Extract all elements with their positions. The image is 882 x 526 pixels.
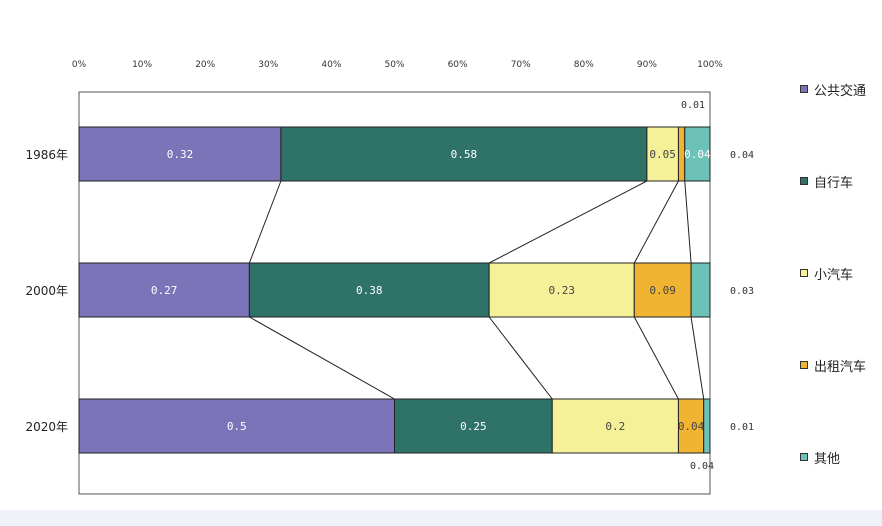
category-label: 2000年 [25,284,68,298]
legend-swatch [800,177,808,185]
bar-segment [677,398,705,454]
legend-swatch [800,269,808,277]
connector-line [633,316,679,400]
legend-swatch [800,453,808,461]
legend-label: 小汽车 [814,267,854,283]
legend-item: 自行车 [800,172,854,191]
legend-item: 公共交通 [800,80,867,99]
data-label: 0.04 [684,148,711,161]
data-label: 0.04 [730,150,754,161]
x-tick-label: 30% [258,60,278,70]
x-tick-label: 70% [511,60,531,70]
data-label: 0.38 [356,284,383,297]
bar-segment [488,262,635,318]
legend-label: 公共交通 [814,83,867,99]
legend-label: 其他 [814,451,841,467]
legend-swatch [800,361,808,369]
x-tick-label: 40% [321,60,341,70]
bar-segment [551,398,679,454]
connector-line [488,180,648,264]
connector-line [684,180,692,264]
legend-item: 其他 [800,448,841,467]
data-label: 0.05 [649,148,676,161]
legend-item: 小汽车 [800,264,854,283]
connector-line [690,316,705,400]
x-tick-label: 80% [574,60,594,70]
legend-swatch [800,85,808,93]
x-tick-label: 60% [448,60,468,70]
bar-segment [248,262,490,318]
data-label: 0.23 [548,284,575,297]
data-label: 0.58 [451,148,478,161]
data-label: 0.04 [678,420,705,433]
bar-segment [703,398,711,454]
x-tick-label: 0% [72,60,87,70]
data-label: 0.5 [227,420,247,433]
x-tick-label: 50% [384,60,404,70]
category-label: 2020年 [25,420,68,434]
bar-segment [633,262,692,318]
bar-segment [684,126,711,182]
data-label: 0.01 [730,422,754,433]
data-label: 0.25 [460,420,487,433]
bar-segment [690,262,711,318]
connector-line [248,180,282,264]
bar-segment [280,126,648,182]
bar-segment [78,126,282,182]
data-label: 0.2 [605,420,625,433]
legend: 公共交通自行车小汽车出租汽车其他 [800,0,882,526]
bar-segment [394,398,553,454]
connector-line [249,316,395,400]
data-label: 0.27 [151,284,178,297]
data-label: 0.03 [730,286,754,297]
connector-line [488,316,553,400]
data-label: 0.32 [167,148,194,161]
data-label: 0.04 [690,461,714,472]
bar-segment [78,262,250,318]
legend-label: 自行车 [814,175,854,191]
legend-item: 出租汽车 [800,356,867,375]
connector-line [633,180,679,264]
data-label: 0.09 [649,284,676,297]
x-tick-label: 20% [195,60,215,70]
bottom-strip [0,510,882,526]
x-tick-label: 10% [132,60,152,70]
x-tick-label: 90% [637,60,657,70]
data-label: 0.01 [681,100,705,111]
x-tick-label: 100% [697,60,723,70]
legend-label: 出租汽车 [814,359,867,375]
bar-segment [78,398,395,454]
category-label: 1986年 [25,148,68,162]
